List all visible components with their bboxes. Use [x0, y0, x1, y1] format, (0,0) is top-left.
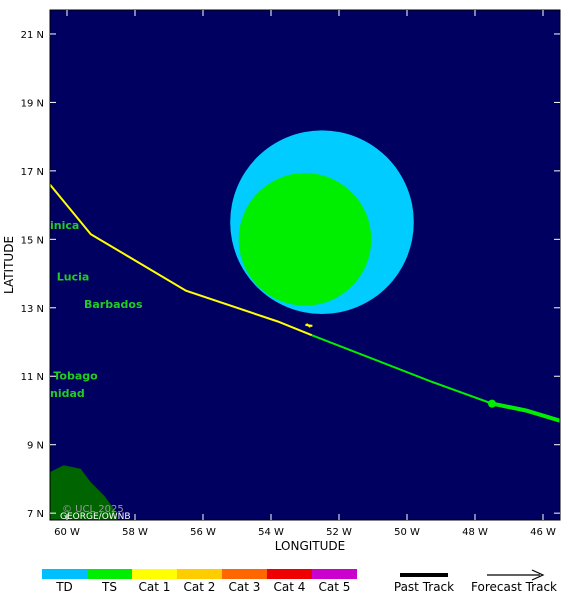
legend-label: Cat 3: [229, 580, 261, 594]
latitude-ticks: 21 N 19 N 17 N 15 N 13 N 11 N 9 N 7 N: [21, 30, 560, 520]
south-america-landmass: [50, 465, 118, 520]
legend-label: Cat 4: [274, 580, 306, 594]
place-label: Barbados: [84, 298, 143, 311]
legend-label: Cat 2: [184, 580, 216, 594]
legend-swatch: [312, 569, 357, 579]
y-axis-title: LATITUDE: [2, 236, 16, 294]
current-position-marker: [305, 323, 313, 328]
lon-tick-label: 50 W: [394, 527, 420, 538]
lon-tick-label: 58 W: [122, 527, 148, 538]
x-axis-title: LONGITUDE: [275, 539, 345, 553]
lat-tick-label: 9 N: [27, 441, 44, 452]
legend-label: Cat 5: [319, 580, 351, 594]
place-label: Tobago: [53, 370, 98, 383]
lat-tick-label: 21 N: [21, 30, 44, 41]
map-area: inica Lucia Barbados Tobago nidad © UCL 2025…: [49, 10, 561, 522]
map-frame: [49, 9, 561, 521]
legend-swatch: [267, 569, 312, 579]
lat-tick-label: 15 N: [21, 235, 44, 246]
forecast-position-marker: [488, 399, 496, 408]
copyright-text: © UCL 2025: [62, 504, 124, 515]
forecast-track-label: Forecast Track: [471, 580, 557, 594]
legend-label: Cat 1: [139, 580, 171, 594]
category-legend: TD TS Cat 1 Cat 2 Cat 3 Cat 4 Cat 5: [42, 569, 357, 594]
legend-label: TS: [101, 580, 117, 594]
lon-tick-label: 54 W: [258, 527, 284, 538]
past-track-line: [49, 183, 313, 337]
legend-label: TD: [55, 580, 73, 594]
lon-tick-label: 48 W: [462, 527, 488, 538]
lat-tick-label: 17 N: [21, 167, 44, 178]
place-label: nidad: [50, 387, 85, 400]
legend-swatch: [222, 569, 267, 579]
lat-tick-label: 7 N: [27, 509, 44, 520]
legend-swatch: [177, 569, 222, 579]
past-track-label: Past Track: [394, 580, 454, 594]
lat-tick-label: 19 N: [21, 98, 44, 109]
legend-swatch: [132, 569, 177, 579]
lat-tick-label: 13 N: [21, 304, 44, 315]
forecast-track-legend: Forecast Track: [471, 569, 557, 594]
lon-tick-label: 60 W: [54, 527, 80, 538]
lat-tick-label: 11 N: [21, 372, 44, 383]
lon-tick-label: 52 W: [326, 527, 352, 538]
longitude-ticks: 60 W 58 W 56 W 54 W 52 W 50 W 48 W 46 W: [54, 10, 556, 538]
past-track-legend: Past Track: [394, 573, 454, 594]
legend-swatch: [42, 569, 87, 579]
lon-tick-label: 46 W: [530, 527, 556, 538]
cat-wind-radius: [238, 173, 372, 306]
place-labels: inica Lucia Barbados Tobago nidad: [50, 219, 143, 400]
credit-text: GEORGE/OWNB: [60, 512, 131, 522]
legend-swatch: [87, 569, 132, 579]
forecast-track-thick-segment: [491, 401, 561, 423]
lon-tick-label: 56 W: [190, 527, 216, 538]
place-label: inica: [50, 219, 79, 232]
place-label: Lucia: [57, 270, 90, 283]
